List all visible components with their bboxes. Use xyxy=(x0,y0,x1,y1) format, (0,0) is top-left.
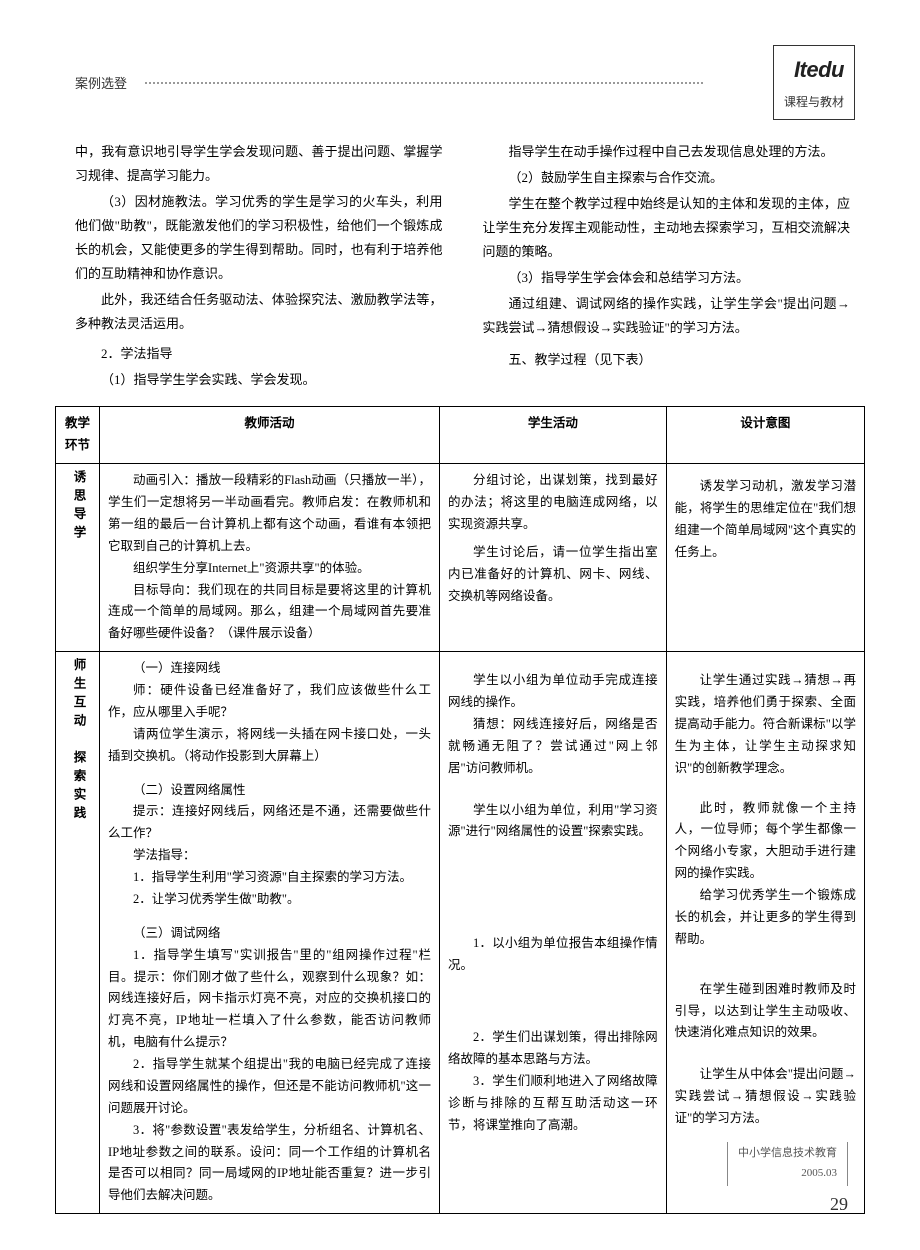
brand-block: Itedu 课程与教材 xyxy=(773,45,855,120)
page-number: 29 xyxy=(727,1188,848,1220)
left-column: 中，我有意识地引导学生学会发现问题、善于提出问题、掌握学习规律、提高学习能力。 … xyxy=(75,140,443,394)
stage-label: 师生互动 探索实践 xyxy=(67,658,89,825)
paragraph: （3）指导学生学会体会和总结学习方法。 xyxy=(483,266,851,290)
table-row: 诱思导学 动画引入：播放一段精彩的Flash动画（只播放一半），学生们一定想将另… xyxy=(56,464,865,652)
cell-text: 1．指导学生利用"学习资源"自主探索的学习方法。 xyxy=(108,867,431,889)
journal-name: 中小学信息技术教育 xyxy=(738,1144,837,1164)
paragraph: 2．学法指导 xyxy=(75,342,443,366)
student-cell: 分组讨论，出谋划策，找到最好的办法；将这里的电脑连成网络，以实现资源共享。 学生… xyxy=(440,464,667,652)
paragraph: 指导学生在动手操作过程中自己去发现信息处理的方法。 xyxy=(483,140,851,164)
cell-text: 诱发学习动机，激发学习潜能，将学生的思维定位在"我们想组建一个简单局域网"这个真… xyxy=(675,476,856,564)
cell-text: 让学生从中体会"提出问题→实践尝试→猜想假设→实践验证"的学习方法。 xyxy=(675,1064,856,1130)
cell-text: 组织学生分享Internet上"资源共享"的体验。 xyxy=(108,558,431,580)
cell-text: 学生讨论后，请一位学生指出室内已准备好的计算机、网卡、网线、交换机等网络设备。 xyxy=(448,542,658,608)
cell-text: 分组讨论，出谋划策，找到最好的办法；将这里的电脑连成网络，以实现资源共享。 xyxy=(448,470,658,536)
cell-text: 2．让学习优秀学生做"助教"。 xyxy=(108,889,431,911)
cell-text: 1．指导学生填写"实训报告"里的"组网操作过程"栏目。提示：你们刚才做了些什么，… xyxy=(108,945,431,1054)
paragraph: 学生在整个教学过程中始终是认知的主体和发现的主体，应让学生充分发挥主观能动性，主… xyxy=(483,192,851,264)
paragraph: 中，我有意识地引导学生学会发现问题、善于提出问题、掌握学习规律、提高学习能力。 xyxy=(75,140,443,188)
section-label: 案例选登 xyxy=(75,72,127,95)
cell-text: 2．指导学生就某个组提出"我的电脑已经完成了连接网线和设置网络属性的操作，但还是… xyxy=(108,1054,431,1120)
paragraph: （1）指导学生学会实践、学会发现。 xyxy=(75,368,443,392)
th-teacher: 教师活动 xyxy=(100,407,440,464)
th-stage: 教学环节 xyxy=(56,407,100,464)
cell-text: 2．学生们出谋划策，得出排除网络故障的基本思路与方法。 xyxy=(448,1027,658,1071)
stage-label: 诱思导学 xyxy=(67,470,89,544)
design-cell: 让学生通过实践→猜想→再实践，培养他们勇于探索、全面提高动手能力。符合新课标"以… xyxy=(666,652,864,1214)
cell-text: 目标导向：我们现在的共同目标是要将这里的计算机连成一个简单的局域网。那么，组建一… xyxy=(108,580,431,646)
cell-text: 动画引入：播放一段精彩的Flash动画（只播放一半），学生们一定想将另一半动画看… xyxy=(108,470,431,558)
student-cell: 学生以小组为单位动手完成连接网线的操作。 猜想：网线连接好后，网络是否就畅通无阻… xyxy=(440,652,667,1214)
cell-text: 让学生通过实践→猜想→再实践，培养他们勇于探索、全面提高动手能力。符合新课标"以… xyxy=(675,670,856,779)
cell-text: 1．以小组为单位报告本组操作情况。 xyxy=(448,933,658,977)
table-row: 师生互动 探索实践 （一）连接网线 师：硬件设备已经准备好了，我们应该做些什么工… xyxy=(56,652,865,1214)
section-heading: 五、教学过程（见下表） xyxy=(483,348,851,372)
cell-text: 学法指导： xyxy=(108,845,431,867)
header-divider xyxy=(145,82,705,84)
paragraph: （3）因材施教法。学习优秀的学生是学习的火车头，利用他们做"助教"，既能激发他们… xyxy=(75,190,443,286)
cell-text: 请两位学生演示，将网线一头插在网卡接口处，一头插到交换机。（将动作投影到大屏幕上… xyxy=(108,724,431,768)
paragraph: （2）鼓励学生自主探索与合作交流。 xyxy=(483,166,851,190)
paragraph: 此外，我还结合任务驱动法、体验探究法、激励教学法等，多种教法灵活运用。 xyxy=(75,288,443,336)
page-footer: 中小学信息技术教育 2005.03 29 xyxy=(727,1142,848,1220)
cell-subheading: （三）调试网络 xyxy=(108,923,431,945)
right-column: 指导学生在动手操作过程中自己去发现信息处理的方法。 （2）鼓励学生自主探索与合作… xyxy=(483,140,851,394)
cell-text: 学生以小组为单位，利用"学习资源"进行"网络属性的设置"探索实践。 xyxy=(448,800,658,844)
teacher-cell: 动画引入：播放一段精彩的Flash动画（只播放一半），学生们一定想将另一半动画看… xyxy=(100,464,440,652)
cell-text: 3．学生们顺利地进入了网络故障诊断与排除的互帮互助活动这一环节，将课堂推向了高潮… xyxy=(448,1071,658,1137)
brand-logo: Itedu xyxy=(784,50,844,90)
cell-text: 学生以小组为单位动手完成连接网线的操作。 xyxy=(448,670,658,714)
page-header: 案例选登 Itedu 课程与教材 xyxy=(0,0,920,100)
stage-cell: 师生互动 探索实践 xyxy=(56,652,100,1214)
th-design: 设计意图 xyxy=(666,407,864,464)
cell-text: 此时，教师就像一个主持人，一位导师；每个学生都像一个网络小专家，大胆动手进行建网… xyxy=(675,798,856,886)
design-cell: 诱发学习动机，激发学习潜能，将学生的思维定位在"我们想组建一个简单局域网"这个真… xyxy=(666,464,864,652)
cell-text: 师：硬件设备已经准备好了，我们应该做些什么工作，应从哪里入手呢？ xyxy=(108,680,431,724)
cell-text: 给学习优秀学生一个锻炼成长的机会，并让更多的学生得到帮助。 xyxy=(675,885,856,951)
teacher-cell: （一）连接网线 师：硬件设备已经准备好了，我们应该做些什么工作，应从哪里入手呢？… xyxy=(100,652,440,1214)
cell-text: 3．将"参数设置"表发给学生，分析组名、计算机名、IP地址参数之间的联系。设问：… xyxy=(108,1120,431,1208)
teaching-process-table: 教学环节 教师活动 学生活动 设计意图 诱思导学 动画引入：播放一段精彩的Fla… xyxy=(55,406,865,1214)
cell-subheading: （二）设置网络属性 xyxy=(108,780,431,802)
stage-cell: 诱思导学 xyxy=(56,464,100,652)
cell-subheading: （一）连接网线 xyxy=(108,658,431,680)
body-text: 中，我有意识地引导学生学会发现问题、善于提出问题、掌握学习规律、提高学习能力。 … xyxy=(0,100,920,394)
cell-text: 提示：连接好网线后，网络还是不通，还需要做些什么工作？ xyxy=(108,801,431,845)
cell-text: 猜想：网线连接好后，网络是否就畅通无阻了？尝试通过"网上邻居"访问教师机。 xyxy=(448,714,658,780)
th-student: 学生活动 xyxy=(440,407,667,464)
paragraph: 通过组建、调试网络的操作实践，让学生学会"提出问题→实践尝试→猜想假设→实践验证… xyxy=(483,292,851,340)
brand-subtitle: 课程与教材 xyxy=(784,92,844,114)
issue-date: 2005.03 xyxy=(738,1164,837,1184)
cell-text: 在学生碰到困难时教师及时引导，以达到让学生主动吸收、快速消化难点知识的效果。 xyxy=(675,979,856,1045)
